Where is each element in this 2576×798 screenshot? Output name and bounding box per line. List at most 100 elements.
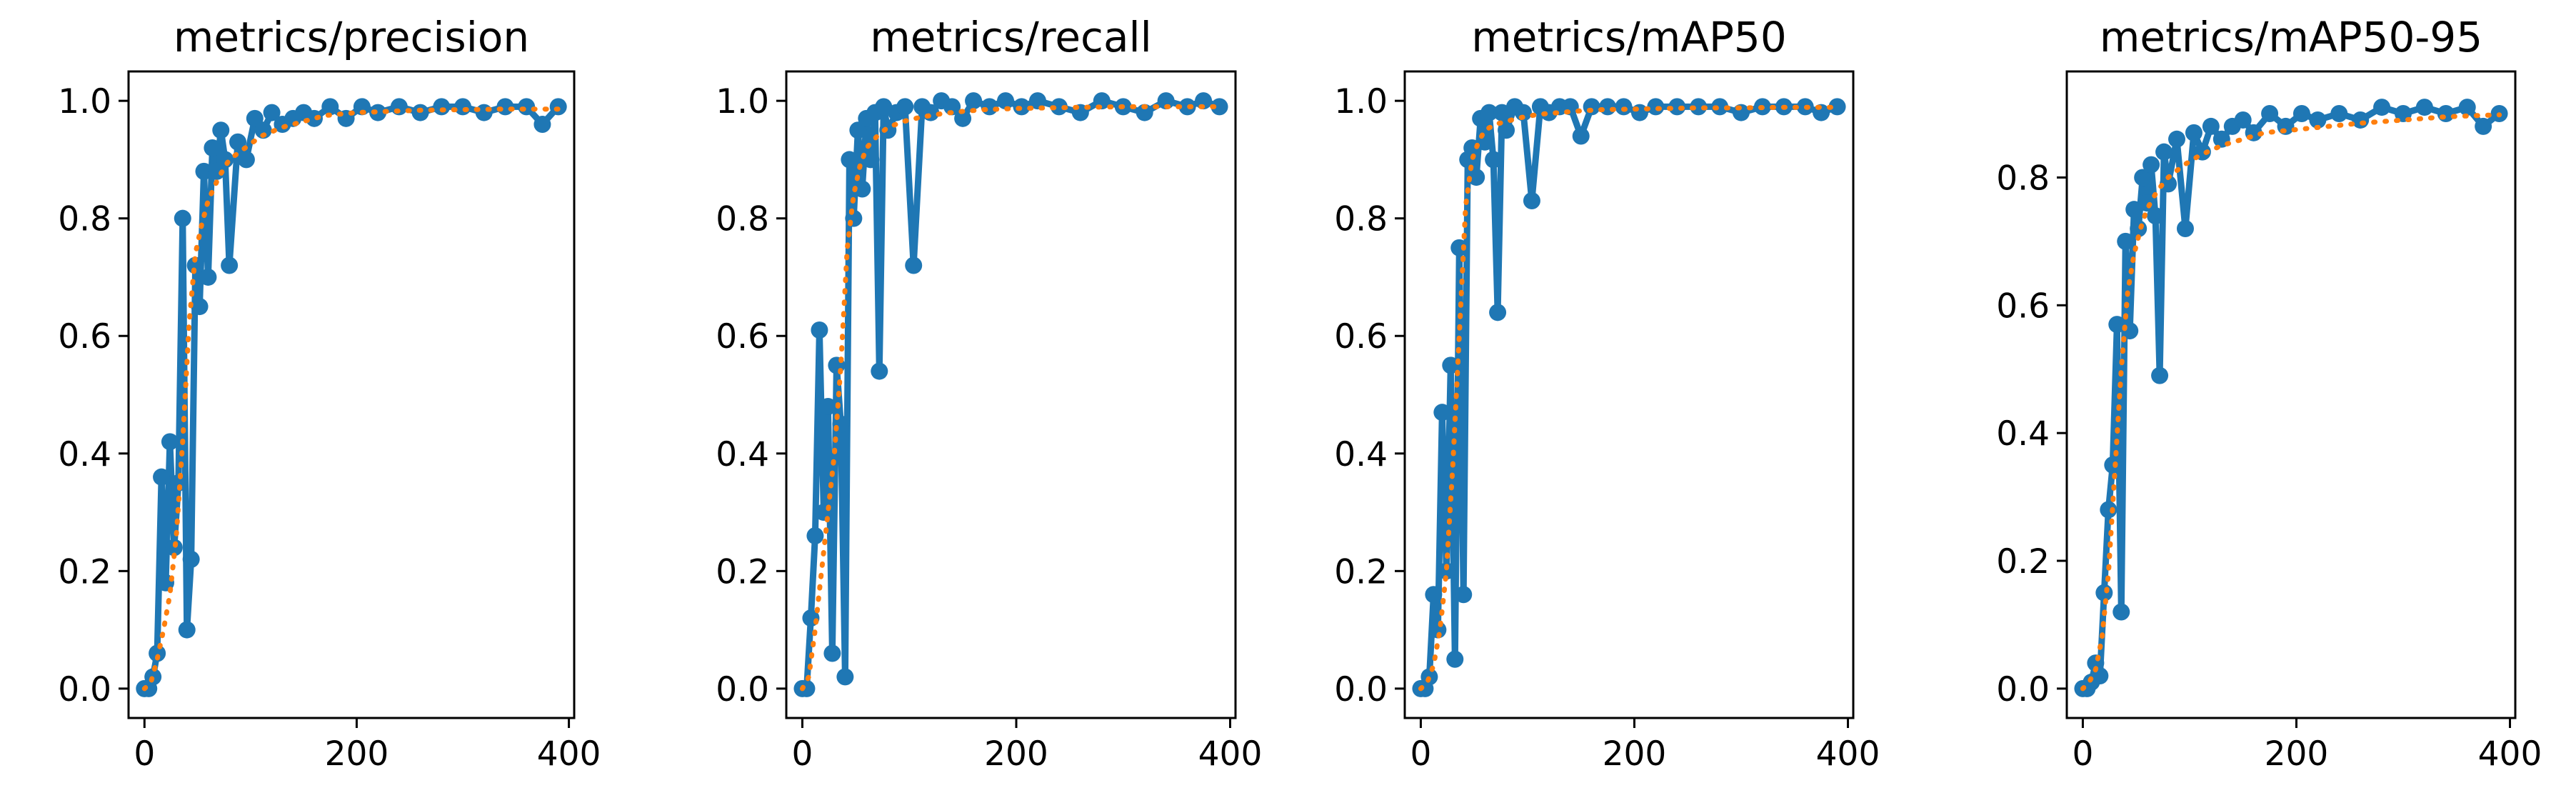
raw-point xyxy=(819,397,837,415)
raw-point xyxy=(862,151,880,169)
raw-point xyxy=(1523,192,1540,209)
y-tick-label: 1.0 xyxy=(58,82,111,121)
raw-point xyxy=(161,433,179,451)
y-tick-label: 0.4 xyxy=(1996,414,2050,454)
raw-point xyxy=(199,268,217,286)
raw-point xyxy=(1446,650,1464,668)
raw-point xyxy=(186,256,204,274)
chart-panel-1: metrics/precision 0 200 400 0.0 0.2 0.4 0.6 0.8 1… xyxy=(58,13,601,774)
raw-point xyxy=(2138,194,2156,212)
y-tick-label: 0.0 xyxy=(58,670,111,709)
y-tick-label: 0.6 xyxy=(1996,286,2050,326)
raw-point xyxy=(1668,98,1686,116)
raw-point xyxy=(1433,404,1451,422)
chart-panel-3: metrics/mAP50 0 200 400 0.0 0.2 0.4 0.6 0.8 1.0 xyxy=(1334,13,1880,774)
raw-point xyxy=(254,121,272,139)
raw-point xyxy=(1468,169,1485,186)
raw-point xyxy=(849,121,867,139)
raw-point xyxy=(1493,104,1511,121)
y-tick-label: 0.0 xyxy=(1334,670,1388,709)
axes-frame xyxy=(2065,70,2517,719)
raw-point xyxy=(823,644,841,662)
plot-area xyxy=(1412,98,1846,697)
raw-point xyxy=(2168,130,2186,148)
raw-point xyxy=(2176,219,2194,237)
raw-point xyxy=(1615,98,1633,116)
raw-point xyxy=(149,644,166,662)
raw-point xyxy=(2415,99,2433,116)
y-tick-label: 0.0 xyxy=(716,670,769,709)
raw-point xyxy=(1157,92,1175,110)
x-tick-label: 200 xyxy=(1603,734,1667,774)
chart-title: metrics/mAP50-95 xyxy=(2100,13,2482,61)
y-tick-label: 1.0 xyxy=(1334,82,1388,121)
raw-point xyxy=(1485,151,1503,169)
raw-point xyxy=(2108,316,2126,334)
y-tick-label: 0.6 xyxy=(1334,317,1388,356)
raw-point xyxy=(997,92,1015,110)
chart-title: metrics/recall xyxy=(870,13,1151,61)
raw-point xyxy=(2143,156,2160,174)
y-tick-label: 0.2 xyxy=(716,552,769,592)
raw-point xyxy=(454,98,471,116)
raw-point xyxy=(1690,98,1708,116)
raw-point xyxy=(1136,104,1153,121)
raw-point xyxy=(811,321,828,339)
raw-point xyxy=(169,474,187,492)
raw-point xyxy=(2160,175,2177,193)
y-tick-label: 0.8 xyxy=(1996,159,2050,198)
raw-point xyxy=(165,539,183,557)
plot-area xyxy=(793,92,1228,697)
smooth-series-line xyxy=(1418,104,1840,692)
raw-point xyxy=(2234,111,2252,129)
raw-point xyxy=(1572,127,1590,145)
chart-title: metrics/mAP50 xyxy=(1471,13,1787,61)
raw-point xyxy=(1647,98,1665,116)
x-tick-label: 0 xyxy=(792,734,813,774)
chart-panel-4: metrics/mAP50-95 0 200 400 0.0 0.2 0.4 0.6 0.8 xyxy=(1996,13,2542,774)
raw-point xyxy=(174,209,191,227)
raw-point xyxy=(2104,456,2122,474)
x-tick-label: 0 xyxy=(1410,734,1431,774)
y-tick-label: 0.6 xyxy=(716,317,769,356)
x-tick-label: 200 xyxy=(325,734,389,774)
raw-point xyxy=(433,98,451,116)
raw-point xyxy=(2261,105,2279,123)
raw-point xyxy=(237,151,255,169)
raw-point xyxy=(2117,232,2135,250)
raw-point xyxy=(2202,117,2220,135)
raw-point xyxy=(369,104,387,121)
raw-series-line xyxy=(1420,103,1839,692)
raw-point xyxy=(1450,239,1468,256)
raw-point xyxy=(981,98,998,116)
raw-series-line xyxy=(2083,104,2502,692)
raw-point xyxy=(533,116,551,134)
raw-point xyxy=(216,151,234,169)
raw-point xyxy=(1028,92,1046,110)
raw-point xyxy=(518,98,536,116)
raw-point xyxy=(2373,99,2391,116)
y-tick-label: 1.0 xyxy=(716,82,769,121)
raw-point xyxy=(263,104,281,121)
y-tick-label: 0.4 xyxy=(1334,435,1388,474)
raw-point xyxy=(2113,603,2130,621)
y-tick-label: 0.2 xyxy=(1334,552,1388,592)
raw-point xyxy=(2151,366,2169,384)
x-tick-label: 200 xyxy=(984,734,1048,774)
raw-point xyxy=(871,362,888,380)
raw-point xyxy=(1211,98,1228,116)
raw-point xyxy=(182,550,200,568)
chart-panel-2: metrics/recall 0 200 400 0.0 0.2 0.4 0.6 0.8 1.0 xyxy=(716,13,1262,774)
raw-point xyxy=(1455,586,1473,604)
raw-point xyxy=(2309,111,2327,129)
x-tick-label: 400 xyxy=(537,734,601,774)
y-tick-label: 0.8 xyxy=(1334,200,1388,239)
raw-point xyxy=(896,98,914,116)
x-tick-label: 400 xyxy=(2478,734,2542,774)
raw-point xyxy=(1425,586,1443,604)
raw-point xyxy=(2330,105,2348,123)
y-tick-label: 0.0 xyxy=(1996,670,2050,709)
raw-point xyxy=(2437,105,2455,123)
raw-point xyxy=(221,256,239,274)
